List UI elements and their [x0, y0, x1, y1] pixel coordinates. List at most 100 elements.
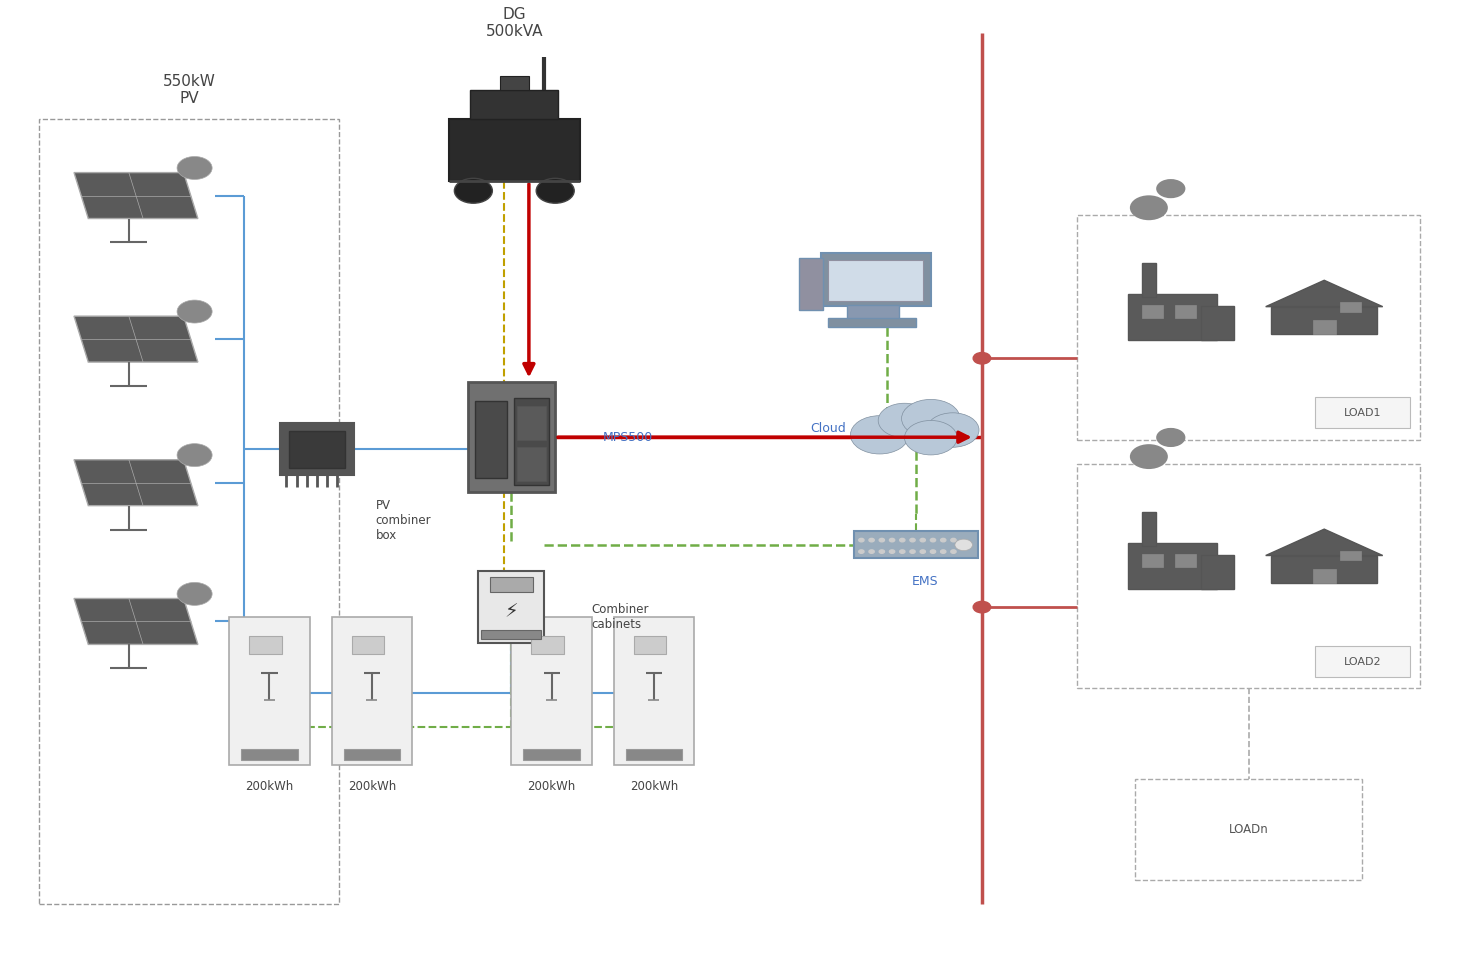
Bar [40, 119, 339, 904]
Bar [1341, 302, 1361, 311]
Bar [854, 531, 978, 558]
Text: DG
500kVA: DG 500kVA [486, 7, 543, 40]
Bar [1135, 779, 1361, 880]
Text: 200kWh: 200kWh [348, 780, 396, 792]
Text: LOAD2: LOAD2 [1344, 656, 1382, 667]
Circle shape [930, 538, 936, 542]
Bar [481, 629, 541, 639]
Bar [524, 749, 579, 761]
Text: 200kWh: 200kWh [629, 780, 678, 792]
Bar [449, 119, 579, 181]
Bar [1201, 307, 1234, 339]
Bar [280, 423, 354, 475]
Bar [1128, 294, 1216, 339]
Circle shape [1156, 179, 1185, 199]
Bar [1341, 550, 1361, 560]
Bar [1175, 553, 1196, 567]
Bar [229, 617, 310, 765]
Circle shape [178, 300, 213, 323]
Bar [518, 447, 546, 481]
Bar [249, 636, 282, 654]
Circle shape [889, 538, 895, 542]
Circle shape [858, 538, 864, 542]
Text: LOAD1: LOAD1 [1344, 408, 1382, 417]
Bar [1128, 543, 1216, 589]
Circle shape [940, 538, 946, 542]
Polygon shape [1266, 529, 1383, 555]
Circle shape [879, 549, 885, 553]
Circle shape [905, 420, 956, 455]
Bar [518, 406, 546, 440]
Circle shape [927, 413, 978, 447]
Circle shape [920, 549, 926, 553]
Bar [332, 617, 412, 765]
Bar [1314, 646, 1410, 677]
Circle shape [178, 582, 213, 605]
Bar [490, 576, 533, 592]
Text: LOADn: LOADn [1229, 823, 1269, 836]
Circle shape [951, 538, 956, 542]
Bar [352, 636, 384, 654]
Bar [1313, 320, 1336, 335]
Circle shape [910, 538, 915, 542]
Bar [475, 401, 508, 478]
Bar [848, 305, 899, 320]
Bar [1270, 307, 1378, 335]
Text: Cloud: Cloud [810, 421, 846, 435]
Circle shape [879, 538, 885, 542]
Bar [634, 636, 666, 654]
Text: ⚡: ⚡ [505, 602, 518, 622]
Bar [626, 749, 682, 761]
Circle shape [940, 549, 946, 553]
Circle shape [851, 415, 910, 454]
Circle shape [955, 539, 973, 550]
Bar [829, 259, 924, 301]
Bar [1077, 464, 1420, 688]
Circle shape [868, 538, 874, 542]
Bar [500, 76, 530, 91]
Polygon shape [1266, 281, 1383, 307]
Circle shape [899, 549, 905, 553]
Circle shape [858, 549, 864, 553]
Bar [1141, 263, 1156, 297]
Bar [822, 253, 930, 306]
Text: Combiner
cabinets: Combiner cabinets [591, 602, 650, 630]
Circle shape [889, 549, 895, 553]
Circle shape [899, 538, 905, 542]
Bar [289, 431, 345, 468]
Circle shape [879, 403, 930, 438]
Bar [1141, 553, 1163, 567]
Text: 550kW
PV: 550kW PV [163, 74, 216, 106]
Bar [613, 617, 694, 765]
Bar [1201, 555, 1234, 589]
Circle shape [1130, 444, 1168, 469]
Bar [829, 318, 917, 327]
Bar [471, 91, 557, 119]
Text: MPS500: MPS500 [603, 431, 653, 443]
Circle shape [902, 399, 959, 438]
Bar [1141, 305, 1163, 318]
Bar [1314, 397, 1410, 428]
Circle shape [910, 549, 915, 553]
Bar [478, 572, 544, 643]
Bar [512, 617, 591, 765]
Text: PV
combiner
box: PV combiner box [376, 499, 431, 543]
Circle shape [930, 549, 936, 553]
Circle shape [537, 178, 574, 203]
Bar [343, 749, 400, 761]
Bar [1270, 555, 1378, 583]
Bar [1175, 305, 1196, 318]
Bar [1077, 215, 1420, 440]
Polygon shape [73, 316, 198, 362]
Polygon shape [73, 460, 198, 506]
Circle shape [920, 538, 926, 542]
Circle shape [868, 549, 874, 553]
Circle shape [178, 443, 213, 467]
Polygon shape [73, 599, 198, 644]
Bar [1141, 512, 1156, 546]
Text: EMS: EMS [911, 575, 939, 588]
Bar [242, 749, 298, 761]
Circle shape [1130, 196, 1168, 220]
Bar [800, 257, 823, 310]
Circle shape [1156, 428, 1185, 447]
